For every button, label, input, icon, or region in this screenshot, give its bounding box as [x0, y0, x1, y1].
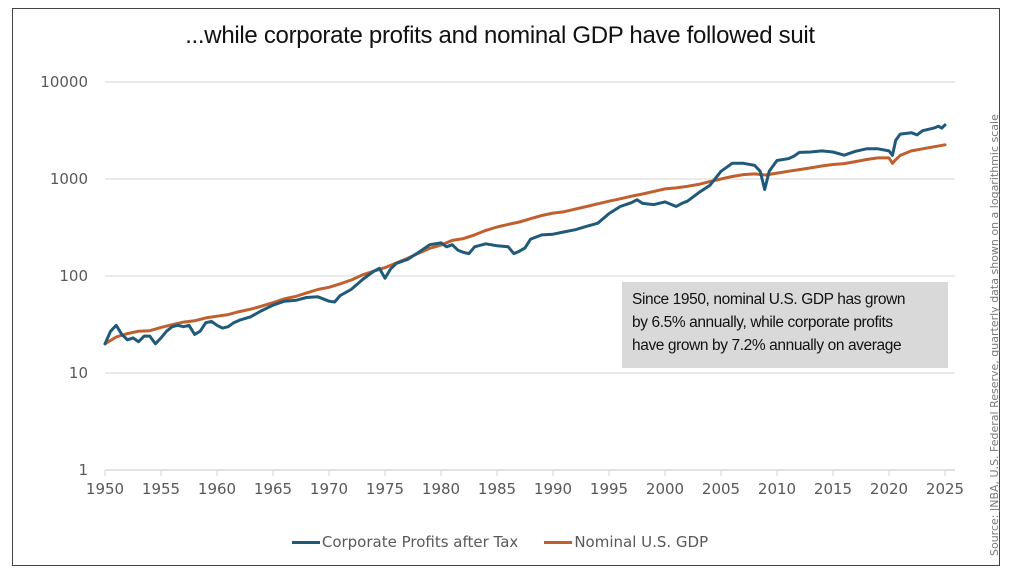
legend-swatch-profits — [291, 540, 320, 544]
x-tick-label: 2000 — [646, 480, 684, 498]
chart-title: ...while corporate profits and nominal G… — [185, 22, 815, 49]
source-note: Source: JNBA, U.S. Federal Reserve, quar… — [988, 114, 1001, 556]
y-tick-label: 10 — [69, 364, 88, 382]
legend: Corporate Profits after Tax Nominal U.S.… — [0, 533, 1000, 551]
x-tick-label: 1970 — [310, 480, 348, 498]
x-tick-label: 1990 — [534, 480, 572, 498]
x-tick-label: 2025 — [926, 480, 964, 498]
legend-label: Corporate Profits after Tax — [321, 533, 519, 551]
annotation-box: Since 1950, nominal U.S. GDP has grown b… — [622, 282, 948, 368]
x-axis: 1950 1955 1960 1965 1970 1975 1980 1985 1990 1995… — [86, 469, 964, 498]
annotation-line: by 6.5% annually, while corporate profit… — [632, 314, 893, 331]
annotation-line: have grown by 7.2% annually on average — [632, 337, 902, 354]
x-tick-label: 2020 — [870, 480, 908, 498]
gridlines — [105, 81, 955, 374]
x-tick-label: 1980 — [422, 480, 460, 498]
series-lines — [103, 123, 947, 346]
x-tick-label: 1955 — [142, 480, 180, 498]
y-tick-label: 10000 — [40, 73, 88, 91]
legend-label: Nominal U.S. GDP — [574, 533, 709, 551]
legend-item-gdp[interactable]: Nominal U.S. GDP — [544, 533, 708, 551]
y-axis: 1 10 100 1000 10000 — [40, 73, 88, 479]
x-tick-label: 2005 — [702, 480, 740, 498]
y-tick-label: 100 — [59, 267, 88, 285]
x-tick-label: 2015 — [814, 480, 852, 498]
x-tick-label: 1975 — [366, 480, 404, 498]
x-tick-label: 2010 — [758, 480, 796, 498]
x-tick-label: 1960 — [198, 480, 236, 498]
x-tick-label: 1950 — [86, 480, 124, 498]
x-tick-label: 1985 — [478, 480, 516, 498]
y-tick-label: 1000 — [50, 170, 88, 188]
legend-swatch-gdp — [544, 540, 573, 544]
series-line-corporate-profits — [103, 123, 947, 346]
x-tick-label: 1995 — [590, 480, 628, 498]
y-tick-label: 1 — [78, 461, 88, 479]
x-tick-label: 1965 — [254, 480, 292, 498]
series-line-nominal-gdp — [103, 143, 947, 346]
legend-item-profits[interactable]: Corporate Profits after Tax — [291, 533, 519, 551]
annotation-line: Since 1950, nominal U.S. GDP has grown — [632, 291, 906, 308]
